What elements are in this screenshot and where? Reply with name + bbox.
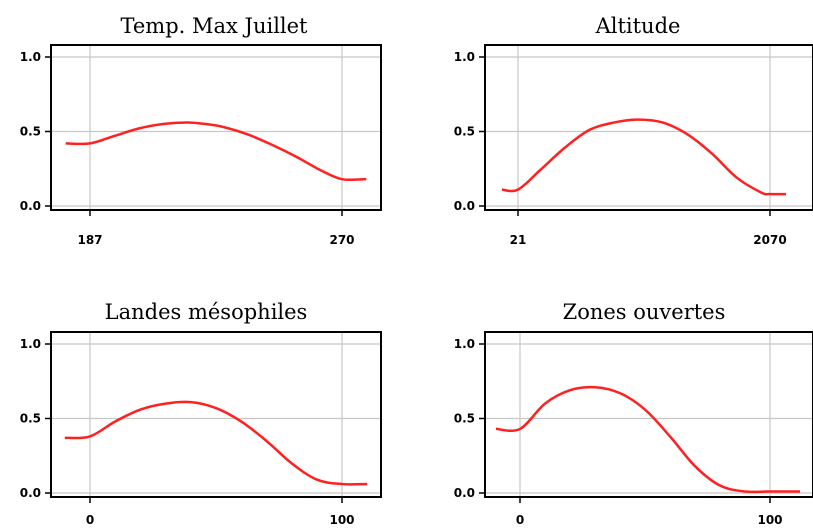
response-curve-line <box>495 385 800 494</box>
y-tick-label: 0.5 <box>454 125 475 139</box>
x-tick-label: 100 <box>329 513 354 527</box>
plot-frame <box>50 44 382 211</box>
chart-panel-4: 0.0 0.5 1.0 0 100 Zones ouvertes <box>454 300 813 527</box>
y-tick-label: 0.0 <box>454 199 475 213</box>
response-curve-line <box>501 118 786 196</box>
chart-panel-2: 0.0 0.5 1.0 21 2070 Altitude <box>454 14 813 247</box>
x-tick-label: 2070 <box>753 233 786 247</box>
chart-panel-1: 0.0 0.5 1.0 187 270 Temp. Max Juillet <box>20 14 382 247</box>
y-tick-label: 0.0 <box>20 199 41 213</box>
panel-title: Landes mésophiles <box>105 300 308 324</box>
x-tick-label: 187 <box>77 233 102 247</box>
panel-title: Altitude <box>595 14 681 38</box>
x-tick-label: 270 <box>329 233 354 247</box>
y-tick-label: 1.0 <box>20 337 41 351</box>
plot-frame <box>484 44 813 211</box>
response-curve-line <box>65 121 367 182</box>
y-tick-label: 1.0 <box>20 50 41 64</box>
y-tick-label: 0.5 <box>20 412 41 426</box>
y-tick-label: 1.0 <box>454 337 475 351</box>
x-tick-label: 0 <box>516 513 524 527</box>
plot-frame <box>484 331 813 498</box>
x-tick-label: 0 <box>86 513 94 527</box>
plot-frame <box>50 331 382 498</box>
y-tick-label: 0.0 <box>20 486 41 500</box>
y-tick-label: 0.5 <box>454 412 475 426</box>
panel-title: Temp. Max Juillet <box>120 14 308 38</box>
x-tick-label: 21 <box>510 233 527 247</box>
response-curve-line <box>64 400 368 486</box>
x-tick-label: 100 <box>757 513 782 527</box>
chart-panel-3: 0.0 0.5 1.0 0 100 Landes mésophiles <box>20 300 382 527</box>
panel-title: Zones ouvertes <box>563 300 726 324</box>
y-tick-label: 0.5 <box>20 125 41 139</box>
y-tick-label: 1.0 <box>454 50 475 64</box>
y-tick-label: 0.0 <box>454 486 475 500</box>
